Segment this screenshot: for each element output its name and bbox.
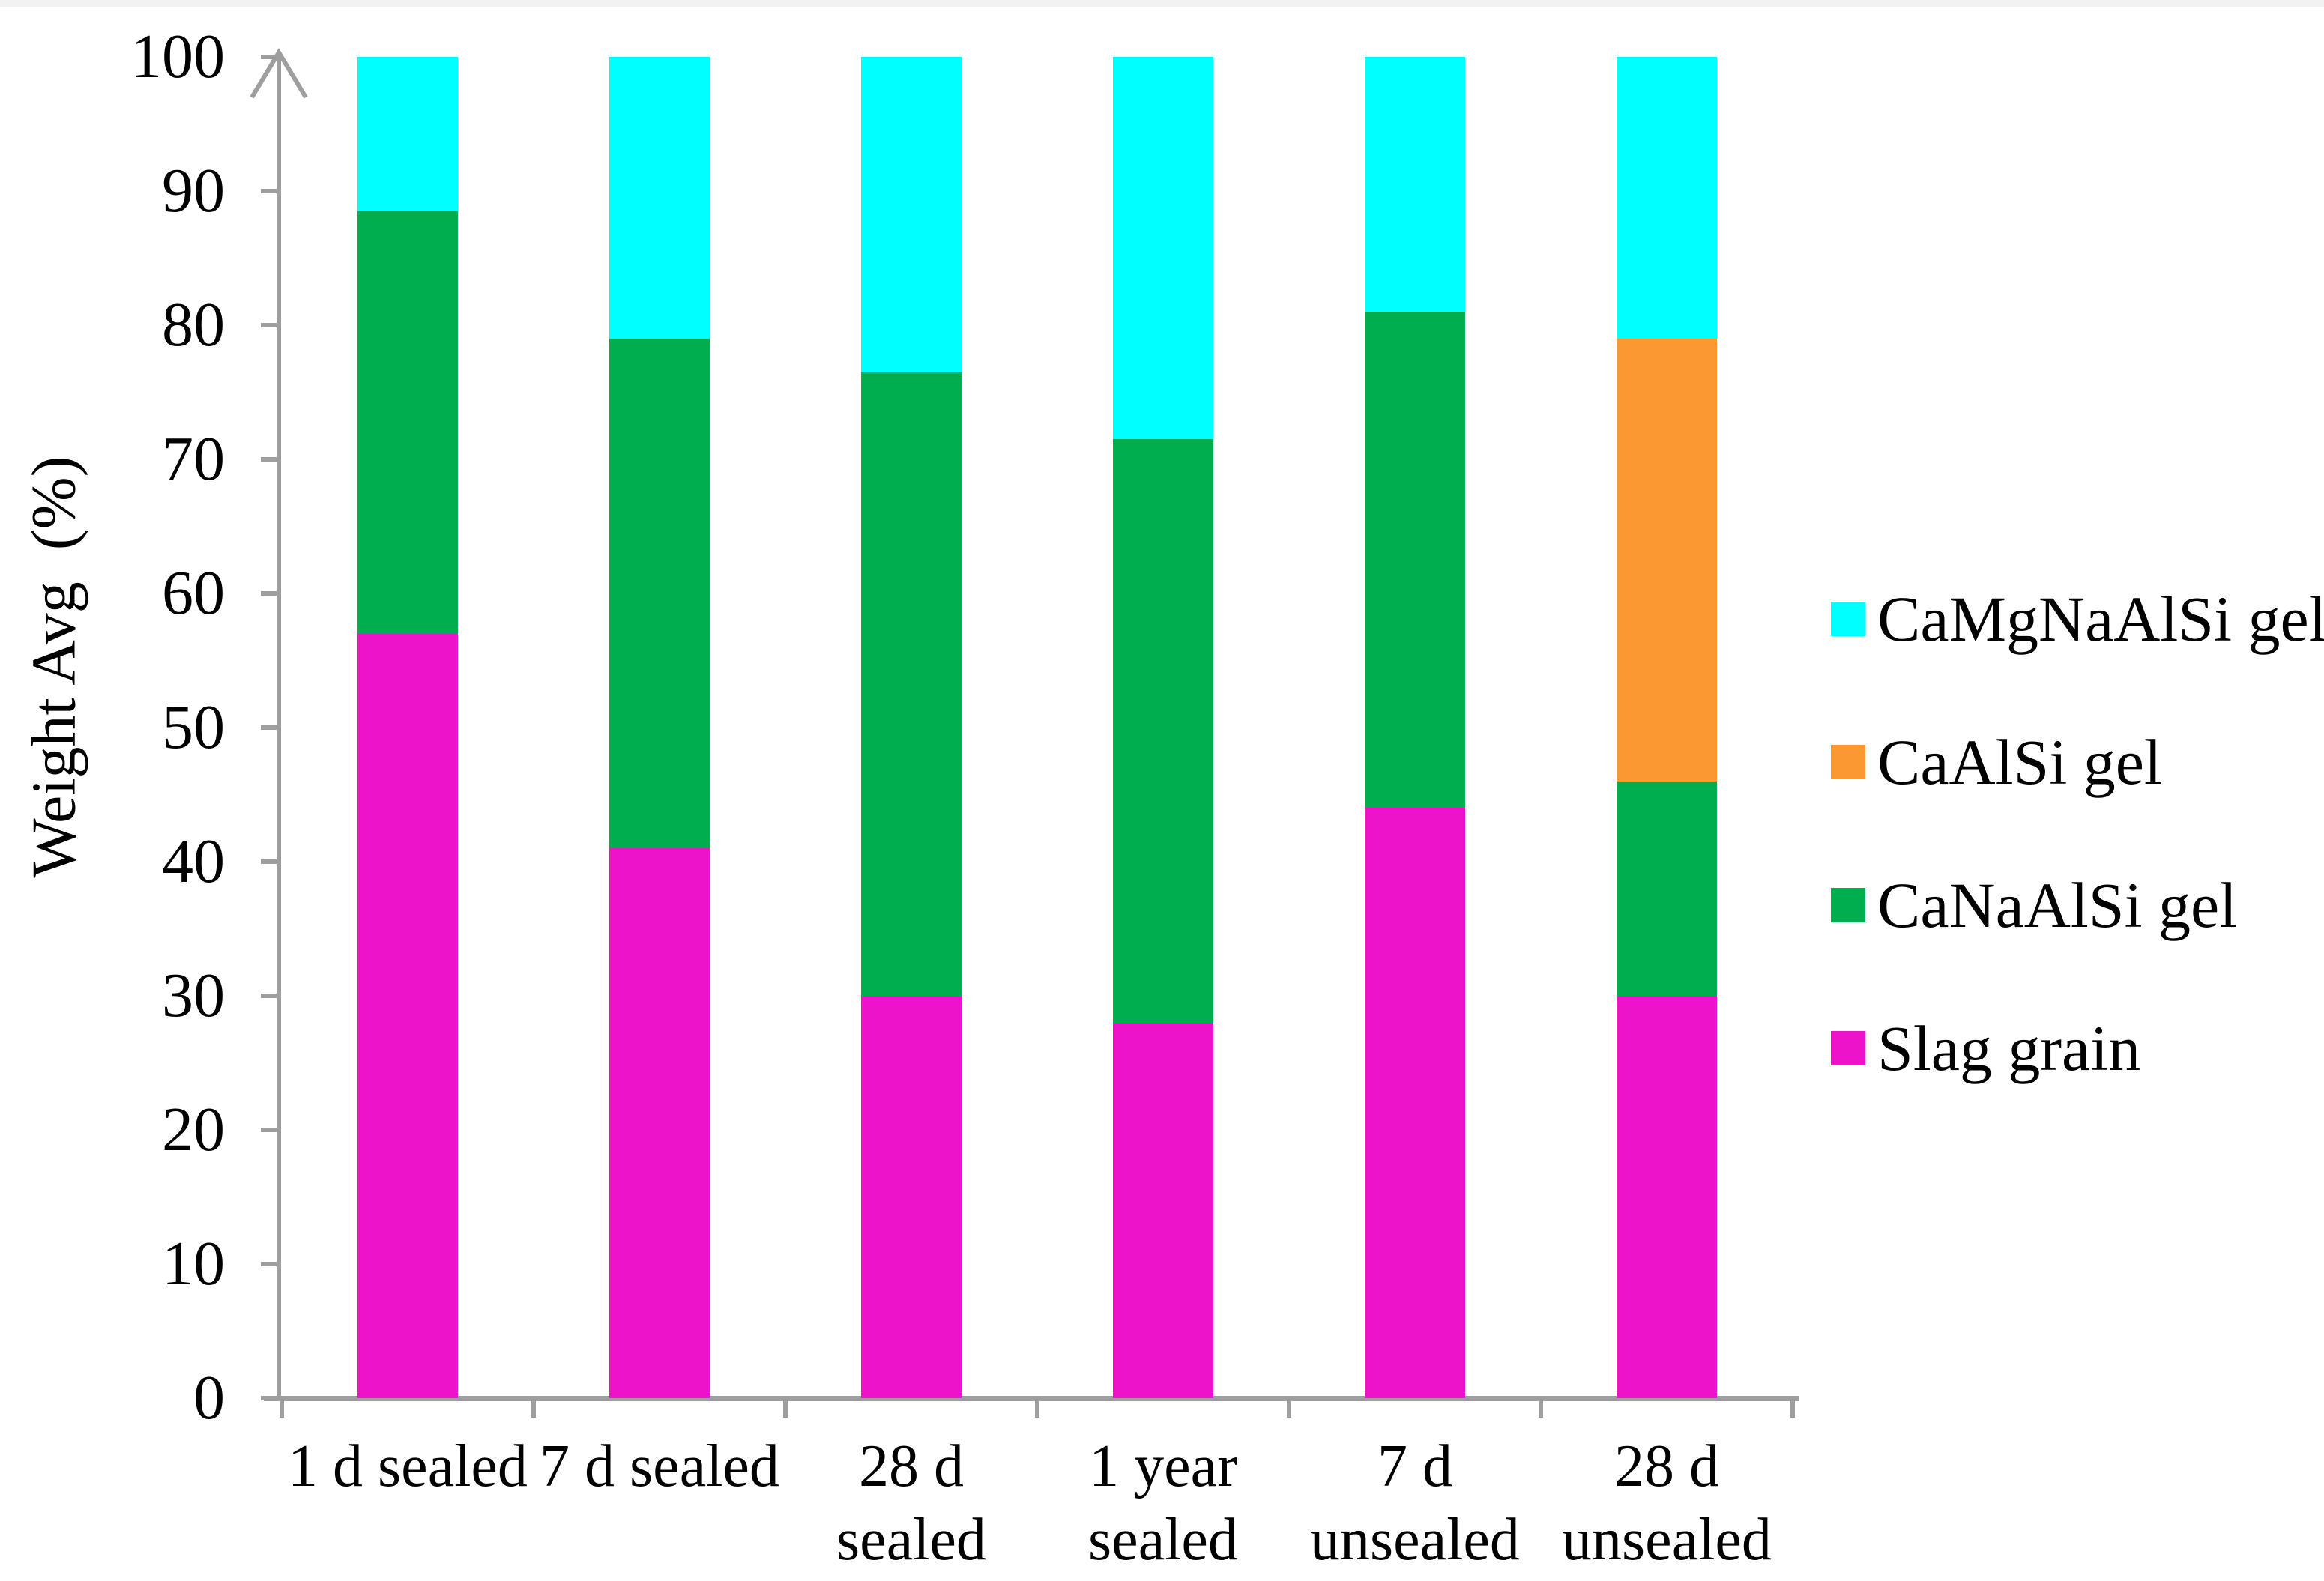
y-tick (261, 859, 280, 864)
bar-segment (609, 57, 710, 339)
legend-item: Slag grain (1831, 1016, 2324, 1080)
y-axis-arrow (250, 48, 308, 99)
x-tick (1287, 1398, 1291, 1418)
bar-segment (609, 848, 710, 1398)
x-category-label: 1 year sealed (1088, 1433, 1238, 1573)
y-tick-label: 50 (162, 692, 225, 762)
x-tick (1539, 1398, 1543, 1418)
x-tick (1790, 1398, 1795, 1418)
legend-swatch (1831, 745, 1865, 779)
bar-segment (1365, 57, 1465, 312)
x-category-label: 7 d unsealed (1310, 1433, 1520, 1573)
legend-item-label: CaMgNaAlSi gel (1877, 583, 2324, 655)
bar-segment (1113, 1023, 1213, 1398)
x-axis-line (264, 1396, 1799, 1401)
x-tick (783, 1398, 788, 1418)
y-tick (261, 725, 280, 730)
bar-segment (1617, 57, 1717, 339)
bar-segment (861, 57, 962, 372)
y-tick-label: 60 (162, 558, 225, 628)
y-tick-label: 70 (162, 424, 225, 494)
legend-item: CaAlSi gel (1831, 730, 2324, 794)
y-tick-label: 10 (162, 1229, 225, 1299)
bar-segment (609, 339, 710, 848)
x-category-label: 7 d sealed (540, 1433, 779, 1499)
legend: CaMgNaAlSi gel CaAlSi gel CaNaAlSi gel Slag… (1831, 587, 2324, 1080)
x-tick (280, 1398, 284, 1418)
x-category-label: 28 d sealed (836, 1433, 986, 1573)
legend-swatch (1831, 1031, 1865, 1065)
legend-item: CaNaAlSi gel (1831, 873, 2324, 937)
x-category-label: 28 d unsealed (1562, 1433, 1772, 1573)
legend-swatch (1831, 602, 1865, 636)
y-tick (261, 994, 280, 998)
bar-segment (1617, 996, 1717, 1398)
legend-swatch (1831, 888, 1865, 922)
y-axis-title: Weight Avg (%) (19, 456, 89, 878)
legend-item-label: CaNaAlSi gel (1877, 869, 2238, 941)
bar-segment (357, 57, 458, 211)
y-tick (261, 457, 280, 462)
legend-item-label: CaAlSi gel (1877, 726, 2162, 798)
top-border (0, 0, 2324, 7)
y-tick (261, 1396, 280, 1400)
bar-segment (1617, 339, 1717, 782)
legend-item-label: Slag grain (1877, 1012, 2141, 1084)
y-tick (261, 55, 280, 59)
bar-segment (861, 996, 962, 1398)
x-category-label: 1 d sealed (288, 1433, 528, 1499)
bar-segment (1113, 57, 1213, 439)
bar-segment (1365, 312, 1465, 808)
y-tick-label: 0 (193, 1363, 225, 1433)
bar-segment (1617, 782, 1717, 996)
y-tick-label: 90 (162, 156, 225, 226)
legend-item: CaMgNaAlSi gel (1831, 587, 2324, 651)
y-tick (261, 591, 280, 596)
bar-segment (861, 372, 962, 996)
bar-segment (357, 211, 458, 634)
y-tick (261, 1128, 280, 1132)
y-tick-label: 30 (162, 961, 225, 1030)
bar-segment (1365, 808, 1465, 1398)
bar-segment (1113, 439, 1213, 1023)
y-tick-label: 40 (162, 826, 225, 896)
y-tick-label: 100 (130, 22, 225, 91)
y-tick (261, 323, 280, 327)
x-tick (1035, 1398, 1039, 1418)
bar-segment (357, 634, 458, 1398)
y-tick-label: 80 (162, 290, 225, 360)
y-tick-label: 20 (162, 1095, 225, 1164)
y-tick (261, 1262, 280, 1266)
x-tick (531, 1398, 536, 1418)
y-tick (261, 189, 280, 193)
